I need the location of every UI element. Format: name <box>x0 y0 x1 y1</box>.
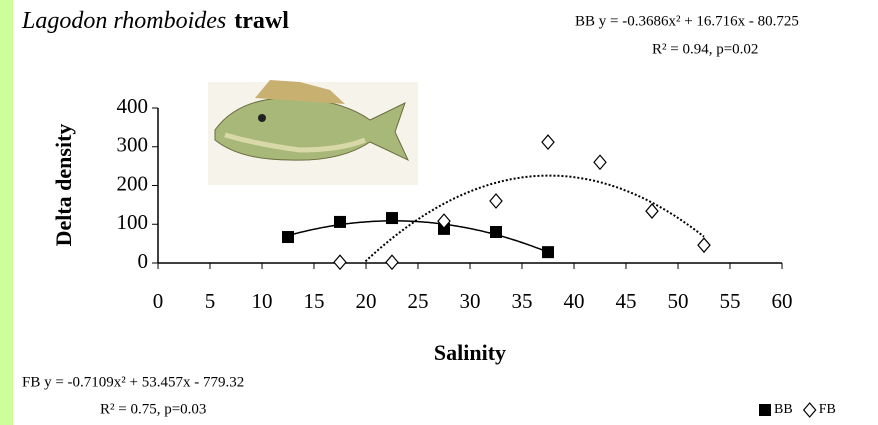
title-species: Lagodon rhomboides <box>21 8 226 34</box>
fb-point <box>333 254 347 271</box>
bb-stats: R² = 0.94, p=0.02 <box>652 41 758 57</box>
bb-point <box>386 212 398 225</box>
fb-point <box>437 213 451 230</box>
side-strip <box>0 0 13 425</box>
legend-marker <box>802 402 817 418</box>
y-tick-label: 100 <box>117 210 149 234</box>
fish-illustration <box>208 80 418 185</box>
fb-point <box>697 237 711 254</box>
fb-point <box>645 203 659 219</box>
x-tick-label: 10 <box>252 289 273 313</box>
x-tick-label: 50 <box>668 289 689 313</box>
bb-point <box>282 231 294 244</box>
fb-point <box>489 193 503 209</box>
fb-stats: R² = 0.75, p=0.03 <box>100 401 206 417</box>
y-axis-label: Delta density <box>51 124 76 247</box>
x-tick-label: 60 <box>772 289 793 313</box>
trendline <box>287 220 549 253</box>
title-suffix: trawl <box>234 8 289 34</box>
bb-point <box>542 246 554 259</box>
y-tick-label: 400 <box>117 94 149 118</box>
fb-equation: FB y = -0.7109x² + 53.457x - 779.32 <box>22 374 244 390</box>
y-tick-label: 300 <box>117 133 149 157</box>
x-tick-label: 30 <box>460 289 481 313</box>
trendline <box>364 174 705 263</box>
y-tick-label: 200 <box>117 171 149 195</box>
bb-point <box>334 215 346 228</box>
x-tick-label: 40 <box>564 289 585 313</box>
x-tick-label: 45 <box>616 289 637 313</box>
fb-point <box>385 254 399 271</box>
legend-marker <box>759 404 771 416</box>
fb-point <box>593 154 607 171</box>
x-tick-label: 35 <box>512 289 533 313</box>
x-tick-label: 0 <box>153 289 164 313</box>
x-axis-label: Salinity <box>434 340 506 365</box>
x-tick-label: 15 <box>304 289 325 313</box>
legend-label: FB <box>819 402 836 417</box>
bb-point <box>490 226 502 238</box>
x-tick-label: 25 <box>408 289 429 313</box>
x-tick-label: 5 <box>205 289 216 313</box>
y-tick-label: 0 <box>138 249 149 273</box>
chart-title: Lagodon rhomboides trawl <box>21 8 289 34</box>
x-tick-label: 20 <box>356 289 377 313</box>
fb-point <box>541 134 555 151</box>
bb-equation: BB y = -0.3686x² + 16.716x - 80.725 <box>575 13 799 29</box>
x-tick-label: 55 <box>720 289 741 313</box>
legend-label: BB <box>774 402 793 417</box>
